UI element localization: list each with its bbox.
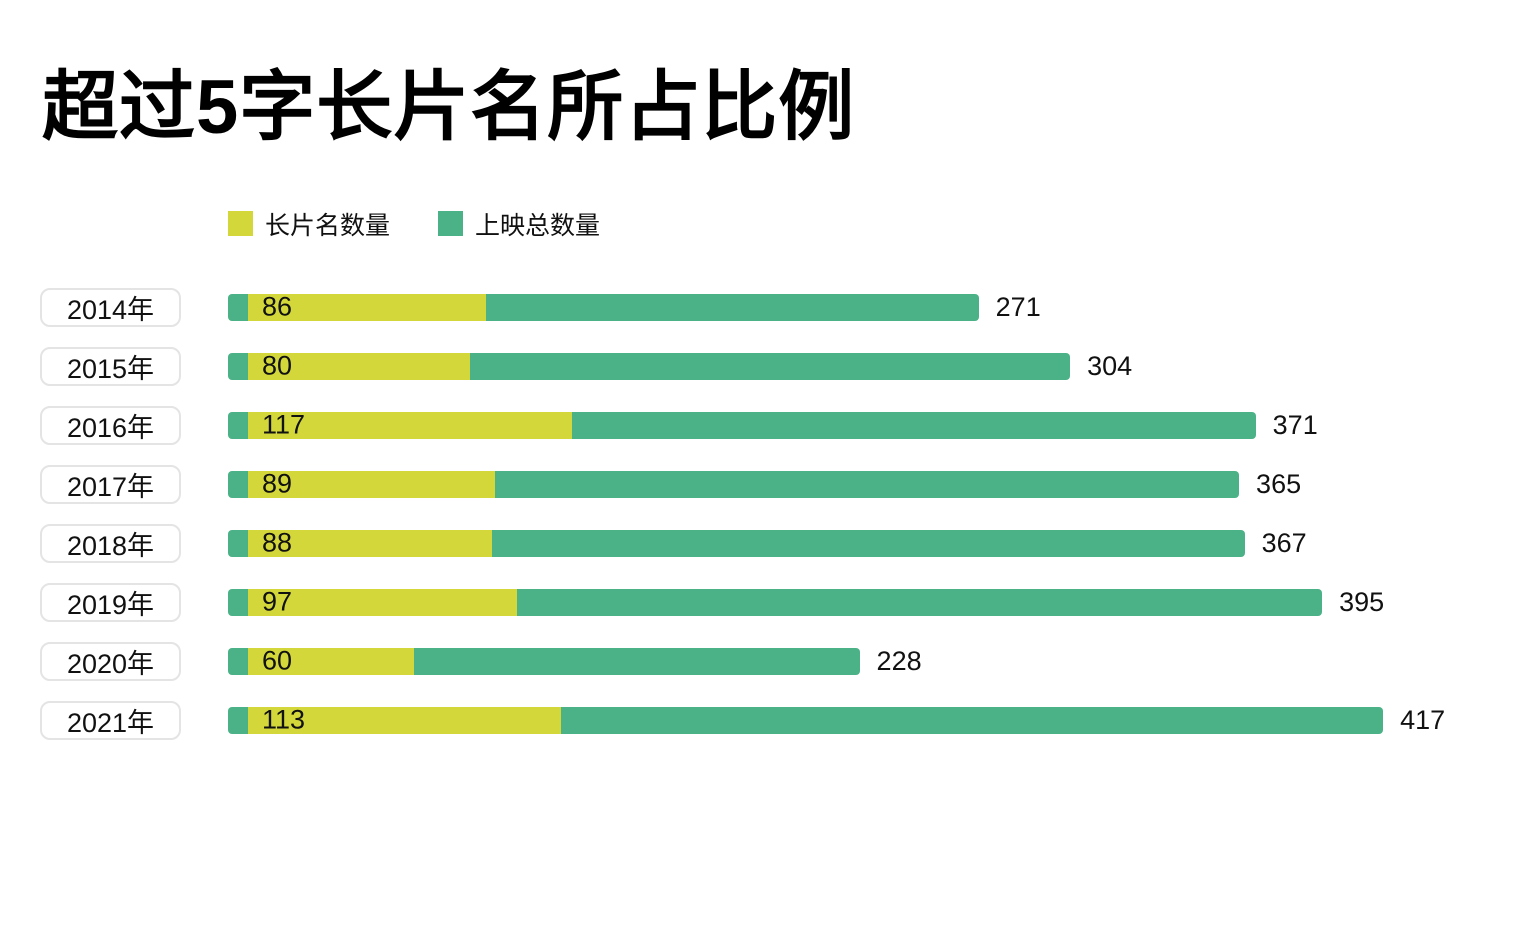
long-title-bar xyxy=(248,352,470,380)
long-title-value: 86 xyxy=(262,291,293,322)
legend-item-long-title: 长片名数量 xyxy=(228,206,390,242)
long-title-value: 88 xyxy=(262,527,293,558)
total-value: 395 xyxy=(1339,586,1385,617)
year-label: 2017年 xyxy=(40,464,181,504)
total-value: 304 xyxy=(1087,350,1133,381)
chart-row: 2017年 89 365 xyxy=(40,455,1534,514)
bar-area: 88 367 xyxy=(228,528,1307,559)
long-title-bar xyxy=(248,470,495,498)
bar-area: 80 304 xyxy=(228,351,1132,382)
total-bar: 60 xyxy=(228,645,860,676)
long-title-value: 89 xyxy=(262,468,293,499)
chart-row: 2021年 113 417 xyxy=(40,691,1534,750)
total-value: 365 xyxy=(1256,468,1302,499)
chart-row: 2020年 60 228 xyxy=(40,632,1534,691)
legend-label-long-title: 长片名数量 xyxy=(265,211,391,240)
year-label: 2020年 xyxy=(40,641,181,681)
chart-title: 超过5字长片名所占比例 xyxy=(42,65,856,150)
year-label: 2021年 xyxy=(40,700,181,740)
long-title-value: 80 xyxy=(262,350,293,381)
long-title-bar xyxy=(248,647,415,675)
long-title-bar xyxy=(248,706,561,734)
legend: 长片名数量 上映总数量 xyxy=(228,206,1534,242)
year-label: 2019年 xyxy=(40,582,181,622)
total-bar: 117 xyxy=(228,409,1256,440)
legend-swatch-long-title xyxy=(228,211,253,237)
total-value: 371 xyxy=(1272,409,1318,440)
bar-area: 60 228 xyxy=(228,646,922,677)
long-title-bar xyxy=(248,293,487,321)
chart-page: 超过5字长片名所占比例 长片名数量 上映总数量 2014年 86 271 2015年 8… xyxy=(0,66,1534,933)
long-title-value: 60 xyxy=(262,645,293,676)
chart-row: 2019年 97 395 xyxy=(40,573,1534,632)
total-value: 228 xyxy=(876,645,922,676)
long-title-bar xyxy=(248,529,492,557)
chart-row: 2016年 117 371 xyxy=(40,396,1534,455)
year-label: 2018年 xyxy=(40,523,181,563)
year-label: 2015年 xyxy=(40,346,181,386)
long-title-bar xyxy=(248,588,517,616)
total-bar: 80 xyxy=(228,350,1071,381)
total-bar: 113 xyxy=(228,704,1384,735)
bar-area: 89 365 xyxy=(228,469,1301,500)
total-value: 417 xyxy=(1400,704,1446,735)
total-value: 271 xyxy=(995,291,1041,322)
long-title-value: 97 xyxy=(262,586,293,617)
total-value: 367 xyxy=(1261,527,1307,558)
total-bar: 89 xyxy=(228,468,1240,499)
long-title-value: 113 xyxy=(262,704,306,735)
total-bar: 97 xyxy=(228,586,1323,617)
long-title-bar xyxy=(248,411,573,439)
total-bar: 86 xyxy=(228,291,979,322)
bar-area: 97 395 xyxy=(228,587,1384,618)
chart-row: 2015年 80 304 xyxy=(40,337,1534,396)
chart-row: 2014年 86 271 xyxy=(40,278,1534,337)
legend-label-total: 上映总数量 xyxy=(475,211,601,240)
legend-swatch-total xyxy=(438,211,464,237)
bar-area: 113 417 xyxy=(228,705,1445,736)
total-bar: 88 xyxy=(228,527,1245,558)
legend-item-total: 上映总数量 xyxy=(438,206,600,242)
bar-area: 117 371 xyxy=(228,410,1318,441)
bar-rows: 2014年 86 271 2015年 80 304 2016年 117 371 2017年 89 36… xyxy=(40,278,1534,750)
long-title-value: 117 xyxy=(262,409,306,440)
bar-area: 86 271 xyxy=(228,292,1041,323)
year-label: 2016年 xyxy=(40,405,181,445)
year-label: 2014年 xyxy=(40,287,181,327)
chart-row: 2018年 88 367 xyxy=(40,514,1534,573)
